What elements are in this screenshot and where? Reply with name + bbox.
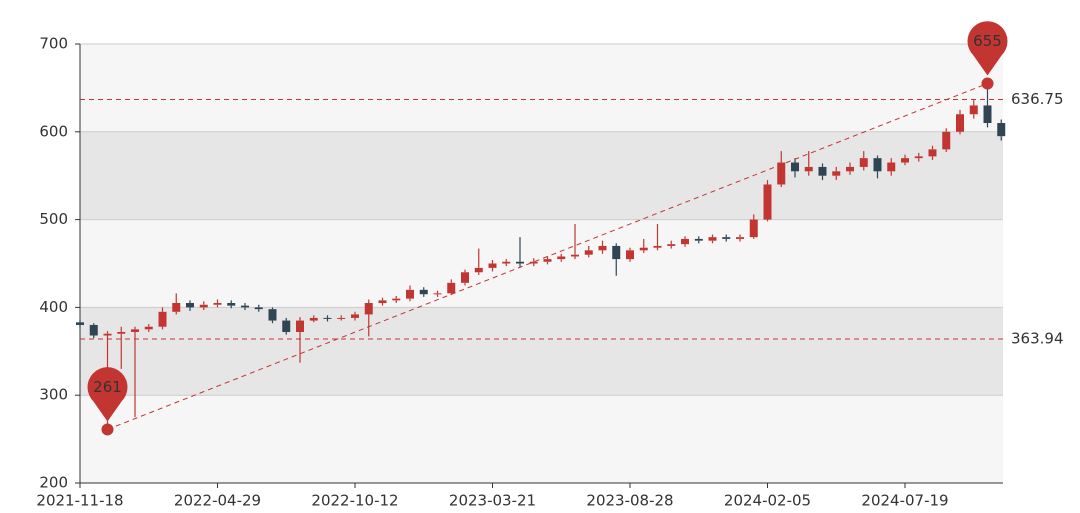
candle-body xyxy=(914,156,923,159)
candle-body xyxy=(131,329,139,332)
split-area xyxy=(80,219,1003,308)
candle-body xyxy=(502,261,511,264)
candle-body xyxy=(543,259,552,262)
x-tick-label: 2022-10-12 xyxy=(311,492,398,510)
candle-body xyxy=(626,250,634,260)
candle-body xyxy=(653,245,662,248)
split-area xyxy=(80,131,1003,220)
mark-point-dot xyxy=(981,77,994,90)
mark-point-label: 261 xyxy=(93,378,122,396)
trend-line xyxy=(107,83,988,430)
y-tick-label: 500 xyxy=(39,210,68,228)
candle-body xyxy=(351,314,359,318)
candle-body xyxy=(763,184,772,220)
candle-body xyxy=(832,171,841,176)
candle-body xyxy=(227,303,236,306)
candle-body xyxy=(241,305,249,308)
candle-body xyxy=(708,237,717,241)
candle-body xyxy=(736,237,744,239)
x-tick-label: 2021-11-18 xyxy=(36,492,123,510)
mark-line-label: 636.75 xyxy=(1011,90,1064,108)
candle-body xyxy=(158,311,167,327)
candle-body xyxy=(392,298,401,301)
candle-body xyxy=(419,289,428,295)
candle-body xyxy=(846,166,854,172)
split-area xyxy=(80,44,1003,132)
candle-body xyxy=(791,162,799,172)
candle-body xyxy=(406,289,414,299)
candle-body xyxy=(942,131,951,150)
split-area xyxy=(80,307,1003,396)
candle-body xyxy=(323,317,332,319)
candle-body xyxy=(254,307,263,310)
candle-body xyxy=(213,303,222,305)
candle-body xyxy=(901,158,909,163)
y-tick-label: 400 xyxy=(39,298,68,316)
candle-body xyxy=(667,244,676,246)
candle-body xyxy=(488,263,497,268)
candle-body xyxy=(172,303,181,312)
y-tick-label: 300 xyxy=(39,386,68,404)
mark-line-label: 363.94 xyxy=(1011,330,1064,348)
candle-body xyxy=(956,114,964,132)
candle-body xyxy=(103,333,112,336)
mark-point-dot xyxy=(101,423,114,436)
x-tick-label: 2024-07-19 xyxy=(861,492,948,510)
candle-body xyxy=(433,293,442,295)
candle-body xyxy=(584,250,593,255)
candle-body xyxy=(749,219,758,238)
candle-body xyxy=(804,166,813,172)
mark-point-pin xyxy=(87,367,128,422)
mark-point-label: 655 xyxy=(973,32,1002,50)
split-area xyxy=(80,395,1003,483)
x-tick-label: 2022-04-29 xyxy=(174,492,261,510)
candle-body xyxy=(282,320,291,332)
candle-body xyxy=(144,326,153,330)
candle-body xyxy=(199,304,208,308)
candle-body xyxy=(722,237,731,239)
candle-body xyxy=(186,303,194,308)
candle-body xyxy=(612,245,621,260)
y-tick-label: 700 xyxy=(39,35,68,53)
candle-body xyxy=(694,238,703,241)
candle-body xyxy=(969,105,978,115)
candle-body xyxy=(681,238,689,245)
candle-body xyxy=(309,317,318,321)
candle-body xyxy=(639,247,648,251)
candle-body xyxy=(557,256,566,260)
candle-body xyxy=(268,309,277,321)
candle-body xyxy=(474,267,483,273)
candle-body xyxy=(461,272,469,283)
x-tick-label: 2023-08-28 xyxy=(586,492,673,510)
candle-body xyxy=(76,322,84,325)
y-tick-label: 600 xyxy=(39,122,68,140)
candle-body xyxy=(296,320,304,332)
candle-body xyxy=(117,331,126,334)
candle-body xyxy=(447,282,456,294)
candle-body xyxy=(818,166,827,176)
candle-body xyxy=(859,158,868,167)
candle-body xyxy=(529,261,538,264)
candle-body xyxy=(364,303,373,315)
candle-body xyxy=(983,105,992,124)
x-tick-label: 2024-02-05 xyxy=(724,492,811,510)
x-tick-label: 2023-03-21 xyxy=(449,492,536,510)
candle-body xyxy=(89,324,98,336)
candle-body xyxy=(337,317,346,319)
candle-body xyxy=(516,261,524,264)
candle-body xyxy=(873,158,882,172)
candle-body xyxy=(598,245,607,251)
candle-body xyxy=(887,162,896,172)
candle-body xyxy=(997,123,1006,137)
y-tick-label: 200 xyxy=(39,474,68,492)
candle-body xyxy=(571,254,579,257)
candle-body xyxy=(378,300,387,304)
candle-body xyxy=(928,149,937,157)
mark-point-pin xyxy=(967,21,1008,76)
candle-body xyxy=(777,162,786,185)
